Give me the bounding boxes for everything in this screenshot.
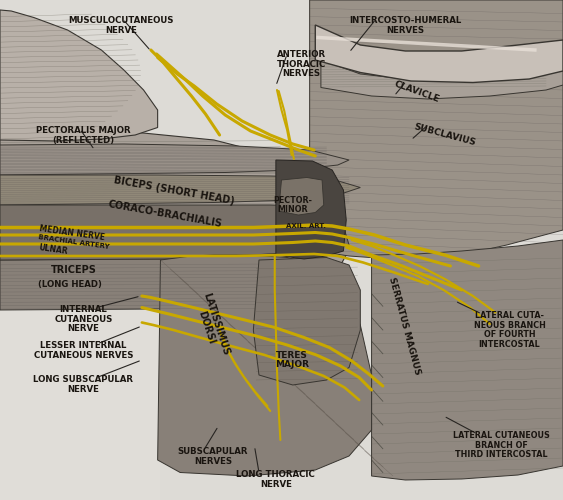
Polygon shape <box>310 0 563 260</box>
Text: LATERAL CUTA-
NEOUS BRANCH
OF FOURTH
INTERCOSTAL: LATERAL CUTA- NEOUS BRANCH OF FOURTH INT… <box>473 311 546 349</box>
Text: SERRATUS MAGNUS: SERRATUS MAGNUS <box>387 276 422 376</box>
Text: LATERAL CUTANEOUS
BRANCH OF
THIRD INTERCOSTAL: LATERAL CUTANEOUS BRANCH OF THIRD INTERC… <box>453 431 549 460</box>
Polygon shape <box>276 160 346 259</box>
Polygon shape <box>253 258 360 385</box>
Text: ULNAR: ULNAR <box>38 244 69 256</box>
Text: MEDIAN NERVE: MEDIAN NERVE <box>38 224 105 242</box>
Text: AXIL. ART.: AXIL. ART. <box>286 223 326 229</box>
Text: BICEPS (SHORT HEAD): BICEPS (SHORT HEAD) <box>113 176 235 206</box>
Polygon shape <box>372 240 563 480</box>
Polygon shape <box>0 10 158 141</box>
Text: SUBSCAPULAR
NERVES: SUBSCAPULAR NERVES <box>177 447 248 466</box>
Text: INTERCOSTO-HUMERAL
NERVES: INTERCOSTO-HUMERAL NERVES <box>349 16 462 34</box>
Polygon shape <box>0 259 327 310</box>
Polygon shape <box>279 178 324 215</box>
Text: LATISSIMUS
DORSI: LATISSIMUS DORSI <box>191 292 231 360</box>
Text: CORACO-BRACHIALIS: CORACO-BRACHIALIS <box>107 199 223 229</box>
Text: SUBCLAVIUS: SUBCLAVIUS <box>413 122 477 148</box>
Text: MUSCULOCUTANEOUS
NERVE: MUSCULOCUTANEOUS NERVE <box>68 16 174 34</box>
Polygon shape <box>0 130 349 370</box>
Text: INTERNAL
CUTANEOUS
NERVE: INTERNAL CUTANEOUS NERVE <box>54 305 113 334</box>
Text: PECTORALIS MAJOR
(REFLECTED): PECTORALIS MAJOR (REFLECTED) <box>36 126 131 144</box>
Polygon shape <box>315 25 563 82</box>
Text: LONG SUBSCAPULAR
NERVE: LONG SUBSCAPULAR NERVE <box>33 375 133 394</box>
Text: (LONG HEAD): (LONG HEAD) <box>38 280 102 288</box>
Text: BRACHIAL ARTERY: BRACHIAL ARTERY <box>38 234 110 250</box>
Text: CLAVICLE: CLAVICLE <box>393 79 440 104</box>
Polygon shape <box>321 60 563 99</box>
Text: LESSER INTERNAL
CUTANEOUS NERVES: LESSER INTERNAL CUTANEOUS NERVES <box>34 341 133 359</box>
Polygon shape <box>0 175 360 205</box>
Text: PECTOR-
MINOR: PECTOR- MINOR <box>273 196 312 214</box>
Bar <box>0 260 160 500</box>
Polygon shape <box>158 255 372 476</box>
Text: LONG THORACIC
NERVE: LONG THORACIC NERVE <box>236 470 315 488</box>
Text: ANTERIOR
THORACIC
NERVES: ANTERIOR THORACIC NERVES <box>276 50 326 78</box>
Polygon shape <box>0 205 349 260</box>
Text: TRICEPS: TRICEPS <box>51 265 96 275</box>
Text: TERES
MAJOR: TERES MAJOR <box>275 350 309 370</box>
Polygon shape <box>0 144 349 175</box>
